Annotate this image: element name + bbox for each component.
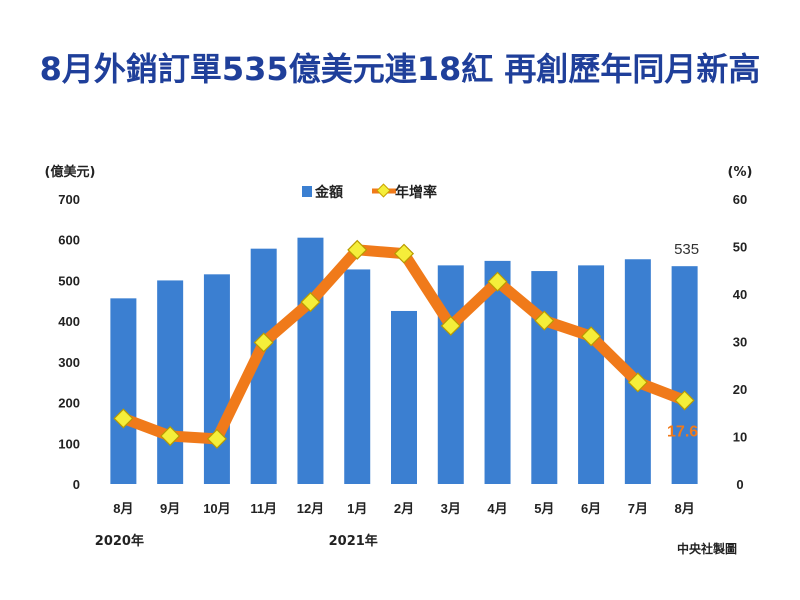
left-tick-label: 100 (58, 436, 80, 451)
x-tick-label: 8月 (674, 501, 694, 516)
left-tick-label: 200 (58, 396, 80, 411)
bar-2 (203, 274, 230, 484)
line-series (113, 239, 695, 449)
right-tick-label: 30 (733, 335, 747, 350)
left-axis-unit: (億美元) (45, 164, 96, 180)
legend-bar-label: 金額 (314, 184, 343, 201)
rate-marker-10 (581, 326, 602, 347)
x-tick-label: 7月 (628, 501, 648, 516)
rate-marker-11 (627, 372, 648, 393)
x-tick-label: 4月 (487, 501, 507, 516)
left-tick-label: 400 (58, 314, 80, 329)
x-tick-label: 5月 (534, 501, 554, 516)
chart-title: 8月外銷訂單535億美元連18紅 再創歷年同月新高 (39, 50, 761, 88)
right-axis-unit: (%) (728, 165, 753, 180)
x-tick-label: 12月 (297, 501, 324, 516)
rate-marker-12 (674, 390, 695, 411)
legend-line-label: 年增率 (395, 184, 437, 201)
rate-marker-0 (113, 408, 134, 429)
bar-8 (484, 260, 511, 484)
bar-9 (531, 271, 558, 484)
x-tick-label: 6月 (581, 501, 601, 516)
x-axis: 8月 9月 10月 11月 12月 1月 2月 3月 4月 5月 6月 7月 8月 2020年 2021年 (95, 501, 695, 549)
left-tick-label: 700 (58, 192, 80, 207)
x-tick-label: 9月 (160, 501, 180, 516)
bar-5 (344, 269, 371, 484)
bar-value-label: 535 (674, 241, 699, 258)
credit-text: 中央社製圖 (677, 541, 737, 556)
left-tick-label: 500 (58, 273, 80, 288)
bar-10 (578, 265, 605, 484)
left-tick-label: 0 (73, 477, 80, 492)
rate-marker-7 (440, 315, 461, 336)
year-label: 2021年 (329, 533, 378, 549)
legend: 金額 年增率 (302, 183, 437, 201)
x-tick-label: 8月 (113, 501, 133, 516)
x-tick-label: 10月 (203, 501, 230, 516)
bar-6 (391, 310, 417, 484)
right-tick-label: 50 (733, 240, 747, 255)
left-tick-label: 300 (58, 355, 80, 370)
year-label: 2020年 (95, 533, 144, 549)
annotations: 535 17.6 (667, 241, 699, 440)
x-tick-label: 3月 (441, 501, 461, 516)
rate-marker-6 (393, 243, 415, 264)
bar-1 (157, 280, 184, 484)
right-tick-label: 20 (733, 382, 747, 397)
bar-7 (437, 265, 464, 484)
rate-marker-9 (534, 310, 555, 331)
bar-0 (110, 298, 137, 484)
right-tick-label: 10 (733, 430, 747, 445)
rate-marker-5 (347, 239, 368, 260)
right-tick-label: 0 (736, 477, 743, 492)
rate-marker-3 (253, 332, 274, 353)
rate-marker-8 (487, 271, 508, 292)
legend-line-marker (376, 183, 391, 198)
left-axis: (億美元) 0 100 200 300 400 500 600 700 (45, 164, 96, 492)
left-tick-label: 600 (58, 233, 80, 248)
x-tick-label: 1月 (347, 501, 367, 516)
x-tick-label: 2月 (394, 501, 414, 516)
legend-bar-swatch (302, 186, 312, 197)
x-tick-label: 11月 (250, 501, 277, 516)
rate-marker-2 (206, 428, 227, 449)
right-tick-label: 40 (733, 287, 747, 302)
bar-4 (297, 237, 324, 484)
rate-marker-1 (160, 425, 181, 447)
right-tick-label: 60 (733, 192, 747, 207)
rate-marker-4 (300, 292, 321, 313)
bar-12 (671, 266, 698, 484)
right-axis: (%) 0 10 20 30 40 50 60 (728, 165, 753, 492)
rate-value-label: 17.6 (667, 423, 698, 440)
